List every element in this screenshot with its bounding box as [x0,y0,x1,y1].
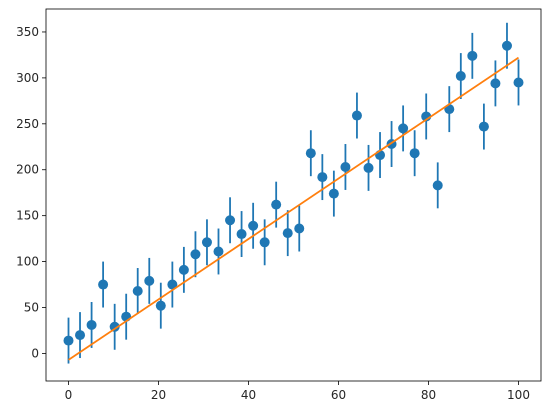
data-point [455,71,466,82]
axes-frame [45,8,542,382]
data-point [63,335,74,346]
data-point [132,285,143,296]
data-point [259,237,270,248]
y-tick-label: 250 [16,117,39,131]
error-bars [67,22,520,364]
data-point [409,148,420,159]
data-point [351,110,362,121]
data-point [282,228,293,239]
y-tick-label: 150 [16,209,39,223]
y-axis-ticks: 0 50 100 150 200 250 300 350 [16,25,46,360]
data-point [432,180,443,191]
data-point [109,321,120,332]
data-point [167,279,178,290]
data-point [317,172,328,183]
data-point [213,246,224,257]
x-tick-label: 60 [331,388,346,402]
y-tick-label: 50 [24,301,39,315]
data-point [248,220,259,231]
data-point [98,279,109,290]
y-tick-label: 350 [16,25,39,39]
x-tick-label: 80 [421,388,436,402]
data-point [513,77,524,88]
data-point [144,275,155,286]
data-point [294,223,305,234]
data-point [328,188,339,199]
data-points [63,40,524,346]
data-point [467,50,478,61]
data-point [190,249,201,260]
data-point [490,78,501,89]
y-tick-label: 100 [16,255,39,269]
data-point [225,215,236,226]
data-point [178,264,189,275]
data-point [478,121,489,132]
data-point [201,237,212,248]
data-point [305,148,316,159]
x-tick-label: 20 [151,388,166,402]
data-point [340,161,351,172]
data-point [155,300,166,311]
data-point [271,199,282,210]
x-tick-label: 40 [241,388,256,402]
y-tick-label: 0 [31,346,39,360]
data-point [363,162,374,173]
fit-line-group [67,56,520,361]
data-point [75,330,86,341]
data-point [501,40,512,51]
x-tick-label: 0 [65,388,73,402]
data-point [86,319,97,330]
y-tick-label: 200 [16,163,39,177]
data-point [398,123,409,134]
data-point [236,229,247,240]
x-axis-ticks: 0 20 40 60 80 100 [65,381,530,402]
y-tick-label: 300 [16,71,39,85]
x-tick-label: 100 [507,388,530,402]
fit-line [67,56,520,361]
